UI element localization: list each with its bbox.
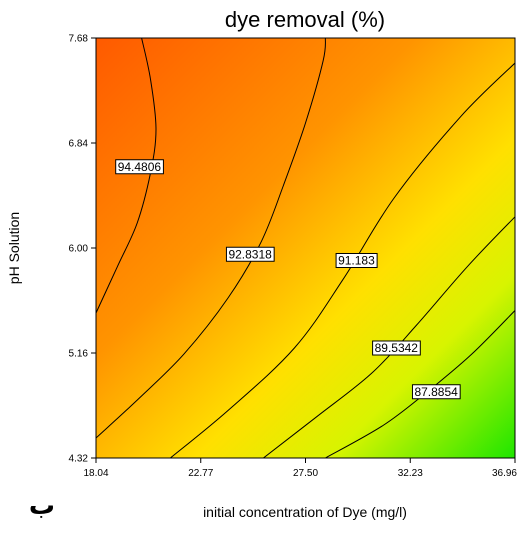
contour-labels: 94.4806 92.8318 91.183 89.5342 87.8854 [115,159,461,400]
contour-label-3: 89.5342 [372,340,421,356]
contour-label-box [411,384,461,400]
contour-label-text: 91.183 [338,254,375,268]
x-axis-ticks: 18.04 22.77 27.50 32.23 36.96 [83,458,517,479]
contour-label-2: 91.183 [335,253,378,268]
contour-label-text: 92.8318 [228,247,272,261]
contour-label-text: 89.5342 [375,341,419,355]
x-axis-label: initial concentration of Dye (mg/l) [203,504,407,520]
x-tick-label: 27.50 [293,468,318,479]
contour-label-text: 94.4806 [118,160,162,174]
chart-title: dye removal (%) [225,7,385,32]
x-tick-label: 18.04 [83,468,108,479]
panel-mark: ب [29,491,55,521]
contour-label-box [372,340,421,356]
contour-label-box [115,159,164,175]
contour-line-2 [170,62,515,458]
y-axis-ticks: 4.32 5.16 6.00 6.84 7.68 [69,34,96,465]
y-tick-label: 7.68 [69,34,89,45]
y-tick-label: 6.00 [69,244,89,255]
contour-label-1: 92.8318 [225,246,275,262]
contour-label-4: 87.8854 [411,384,461,400]
y-tick-label: 5.16 [69,349,89,360]
contour-label-0: 94.4806 [115,159,164,175]
contour-label-box [335,253,378,268]
x-tick-label: 32.23 [398,468,423,479]
contour-label-box [225,246,275,262]
contour-line-1 [96,38,326,439]
contour-label-text: 87.8854 [414,385,458,399]
x-tick-label: 36.96 [492,468,517,479]
x-tick-label: 22.77 [188,468,213,479]
y-axis-label: pH Solution [6,212,22,284]
y-tick-label: 6.84 [69,139,89,150]
y-tick-label: 4.32 [69,454,89,465]
